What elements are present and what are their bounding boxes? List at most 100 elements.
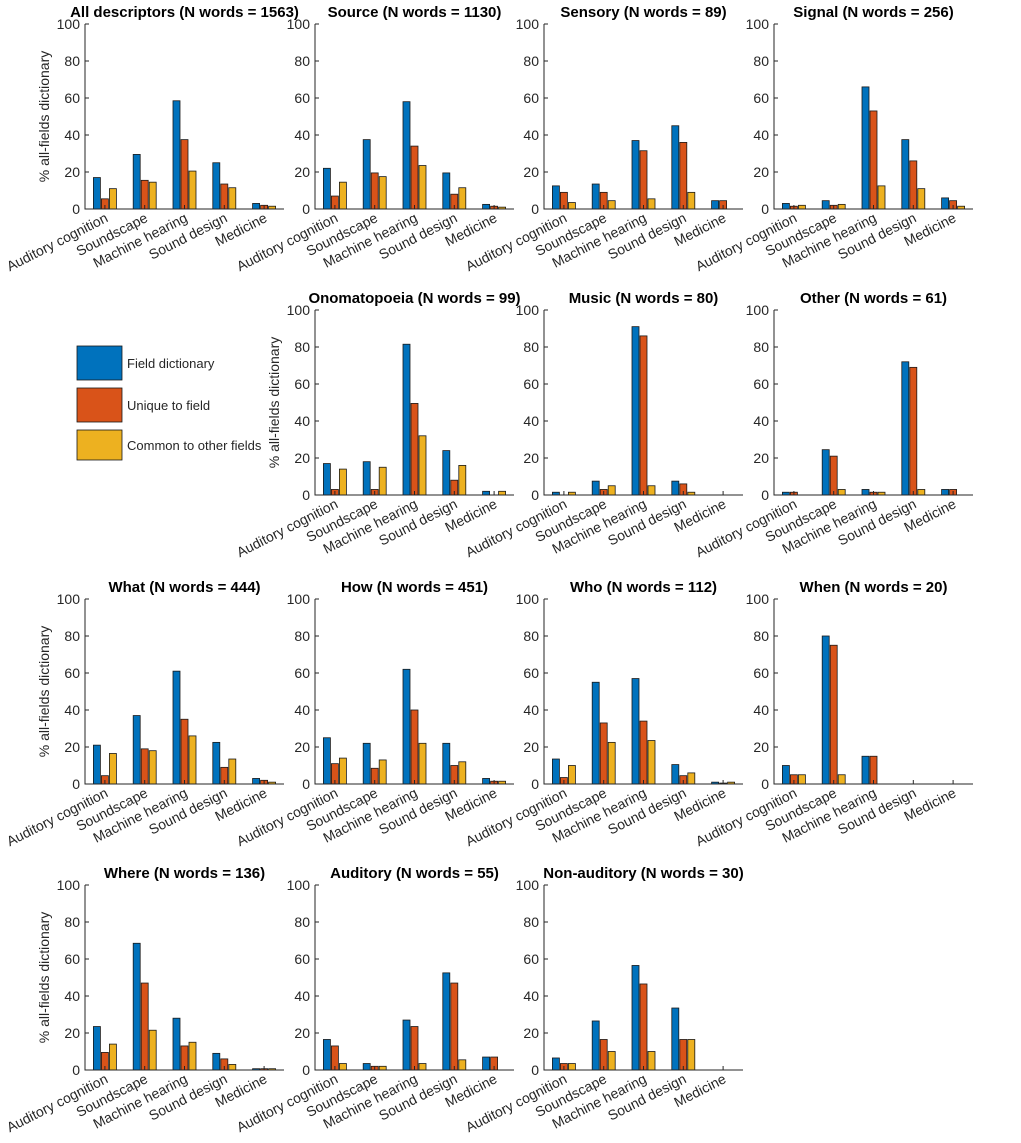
bar-common-to-other-fields-machine-hearing	[647, 1051, 656, 1071]
y-tick-label: 20	[64, 1025, 80, 1041]
chart-panel-where: Where (N words = 136) % all-fields dictio…	[4, 865, 284, 1135]
y-tick-label: 20	[294, 164, 310, 180]
bar-unique-to-field-machine-hearing	[639, 720, 648, 785]
bar-field-dictionary-sound-design	[901, 139, 910, 210]
y-tick-label: 60	[64, 665, 80, 681]
bar-field-dictionary-sound-design	[442, 172, 451, 210]
bar-field-dictionary-machine-hearing	[402, 101, 411, 210]
bar-field-dictionary-soundscape	[362, 1063, 371, 1071]
bar-common-to-other-fields-auditory-cognition	[338, 468, 347, 496]
bar-field-dictionary-sound-design	[442, 450, 451, 496]
bar-field-dictionary-medicine	[482, 778, 491, 785]
y-tick-label: 20	[523, 164, 539, 180]
bar-common-to-other-fields-machine-hearing	[188, 1041, 197, 1071]
bar-common-to-other-fields-soundscape	[607, 485, 616, 496]
bar-common-to-other-fields-sound-design	[458, 761, 467, 785]
bar-unique-to-field-soundscape	[140, 748, 149, 785]
bar-common-to-other-fields-machine-hearing	[418, 435, 427, 496]
y-tick-label: 40	[64, 127, 80, 143]
bar-field-dictionary-soundscape	[362, 742, 371, 785]
y-tick-label: 20	[523, 450, 539, 466]
bar-common-to-other-fields-machine-hearing	[877, 185, 886, 210]
axes	[543, 599, 743, 785]
bar-common-to-other-fields-auditory-cognition	[798, 204, 806, 210]
chart-title: Where (N words = 136)	[104, 865, 265, 882]
bar-field-dictionary-sound-design	[212, 162, 221, 210]
bar-common-to-other-fields-sound-design	[228, 1064, 237, 1071]
bar-field-dictionary-sound-design	[671, 125, 680, 210]
bar-common-to-other-fields-soundscape	[378, 759, 387, 785]
chart-panel-how: How (N words = 451)020406080100Auditory …	[234, 579, 514, 849]
bar-unique-to-field-machine-hearing	[410, 1026, 419, 1071]
bar-field-dictionary-sound-design	[442, 972, 451, 1071]
bar-common-to-other-fields-auditory-cognition	[568, 1063, 576, 1071]
y-tick-label: 100	[57, 591, 81, 607]
y-tick-label: 100	[516, 302, 540, 318]
y-tick-label: 100	[516, 16, 540, 32]
bar-field-dictionary-auditory-cognition	[93, 177, 101, 210]
chart-title: Other (N words = 61)	[800, 290, 947, 307]
bar-field-dictionary-medicine	[941, 489, 949, 496]
bar-unique-to-field-soundscape	[140, 179, 149, 210]
y-tick-label: 0	[72, 776, 80, 792]
bar-unique-to-field-machine-hearing	[639, 150, 648, 210]
bar-common-to-other-fields-sound-design	[687, 772, 696, 785]
chart-title: Sensory (N words = 89)	[560, 4, 726, 21]
panels: All descriptors (N words = 1563) % all-fi…	[4, 4, 973, 1135]
bar-field-dictionary-auditory-cognition	[552, 1057, 560, 1071]
y-tick-label: 40	[753, 127, 769, 143]
bar-field-dictionary-auditory-cognition	[93, 744, 101, 785]
bar-unique-to-field-sound-design	[909, 160, 918, 210]
bar-common-to-other-fields-machine-hearing	[647, 485, 656, 496]
y-axis-label: % all-fields dictionary	[36, 626, 52, 758]
bar-common-to-other-fields-machine-hearing	[188, 735, 197, 785]
y-tick-label: 20	[523, 1025, 539, 1041]
bar-common-to-other-fields-machine-hearing	[418, 165, 427, 210]
y-tick-label: 0	[531, 776, 539, 792]
legend: Field dictionary Unique to field Common …	[76, 345, 262, 461]
bar-field-dictionary-machine-hearing	[402, 343, 411, 496]
legend-swatch-field-dictionary	[76, 345, 123, 381]
chart-title: Who (N words = 112)	[570, 579, 717, 596]
chart-title: Non-auditory (N words = 30)	[543, 865, 743, 882]
bar-unique-to-field-sound-design	[679, 1039, 688, 1071]
chart-panel-when: When (N words = 20)020406080100Auditory …	[693, 579, 973, 849]
bar-unique-to-field-soundscape	[829, 644, 838, 785]
y-tick-label: 40	[753, 413, 769, 429]
axes	[543, 885, 743, 1071]
bar-field-dictionary-sound-design	[212, 1052, 221, 1071]
axes	[773, 599, 973, 785]
y-tick-label: 40	[753, 702, 769, 718]
y-tick-label: 20	[753, 739, 769, 755]
y-tick-label: 0	[531, 487, 539, 503]
y-tick-label: 80	[294, 339, 310, 355]
chart-title: Source (N words = 1130)	[328, 4, 502, 21]
bar-field-dictionary-machine-hearing	[172, 670, 181, 785]
y-tick-label: 60	[294, 951, 310, 967]
bar-field-dictionary-medicine	[482, 490, 491, 496]
bar-field-dictionary-auditory-cognition	[322, 737, 331, 785]
bar-unique-to-field-machine-hearing	[180, 718, 189, 785]
bar-common-to-other-fields-soundscape	[148, 181, 157, 210]
bar-field-dictionary-sound-design	[442, 742, 451, 785]
y-tick-label: 100	[287, 591, 311, 607]
y-tick-label: 20	[523, 739, 539, 755]
y-axis-label: % all-fields dictionary	[266, 337, 282, 469]
chart-panel-what: What (N words = 444) % all-fields diction…	[4, 579, 284, 849]
axes	[84, 599, 284, 785]
bar-field-dictionary-auditory-cognition	[322, 463, 331, 496]
bar-field-dictionary-auditory-cognition	[552, 758, 560, 785]
bar-field-dictionary-soundscape	[591, 1020, 600, 1071]
bar-common-to-other-fields-soundscape	[148, 1029, 157, 1071]
bar-unique-to-field-soundscape	[599, 722, 608, 785]
bar-field-dictionary-machine-hearing	[861, 755, 870, 785]
y-tick-label: 20	[64, 164, 80, 180]
chart-title: Onomatopoeia (N words = 99)	[308, 290, 520, 307]
bar-field-dictionary-medicine	[252, 203, 261, 210]
axes	[84, 24, 284, 210]
legend-label-common-to-other-fields: Common to other fields	[127, 438, 262, 453]
y-tick-label: 100	[57, 877, 81, 893]
y-tick-label: 80	[294, 628, 310, 644]
y-tick-label: 60	[753, 90, 769, 106]
